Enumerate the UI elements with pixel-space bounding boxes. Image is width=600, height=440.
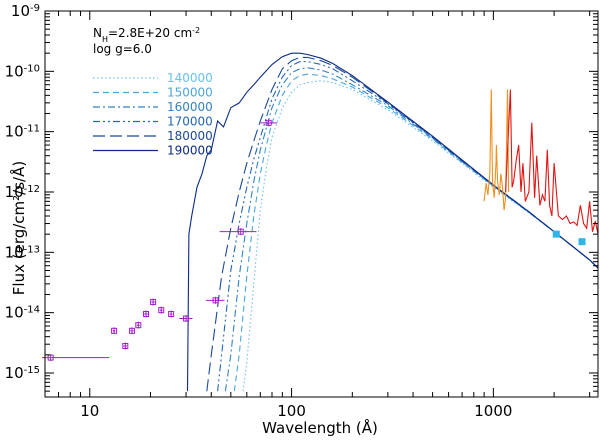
x-tick-label: 100 [277,402,306,420]
filled-marker [578,238,586,246]
model-series-140000 [242,80,598,392]
legend-entry: 140000 [93,71,213,85]
photometry-point [168,310,175,318]
nh-annotation: NH=2.8E+20 cm-2 [93,26,200,44]
photometry-point [219,228,257,236]
photometry-point [158,306,165,314]
photometry-point [111,327,118,335]
legend-entry: 180000 [93,129,213,143]
model-series-160000 [224,67,598,392]
legend-label: 150000 [167,86,213,100]
model-series-190000 [186,52,598,392]
photometry-point [179,315,193,323]
plot-frame [44,10,599,398]
observed-series-observed-uv-orange [483,89,510,211]
y-tick-label: 10-14 [5,304,40,322]
observed-series-observed-uv-red [505,89,598,235]
legend-entry: 190000 [93,144,213,158]
y-tick-label: 10-13 [5,243,40,261]
y-tick-label: 10-12 [5,183,40,201]
y-tick-label: 10-11 [5,123,40,141]
legend-label: 170000 [167,115,213,129]
legend-label: 140000 [167,71,213,85]
x-tick-label: 10 [80,402,99,420]
annotation-group: NH=2.8E+20 cm-2 log g=6.0 [93,26,200,57]
y-tick-label: 10-15 [5,364,40,382]
legend-entry: 170000 [93,115,213,129]
photometry-point [260,119,278,127]
x-axis-title: Wavelength (Å) [262,418,378,437]
model-series-180000 [206,56,598,392]
legend-entry: 150000 [93,86,213,100]
legend-entry: 160000 [93,100,213,114]
photometry-point [129,327,136,335]
axes-group: 10 100 1000 10-9 10-10 10-11 10-12 10-13 10-14 10… [5,2,599,420]
legend-label: 160000 [167,100,213,114]
photometry-point [143,310,150,318]
x-tick-label: 1000 [474,402,512,420]
observed-series-group [483,89,598,235]
photometry-point [205,296,225,304]
logg-annotation: log g=6.0 [93,42,152,56]
model-series-170000 [217,61,598,392]
filled-marker [552,230,560,238]
photometry-point [135,321,142,329]
photometry-point [42,354,110,362]
y-tick-label: 10-9 [11,2,40,20]
photometry-point [122,342,129,350]
y-tick-label: 10-10 [5,62,40,80]
model-series-group [186,52,598,392]
model-series-150000 [233,73,598,392]
y-axis-title: Flux (erg/cm²/s/Å) [9,161,28,295]
photometry-group [42,119,586,362]
legend-label: 180000 [167,129,213,143]
legend-label: 190000 [167,144,213,158]
photometry-point [150,298,157,306]
